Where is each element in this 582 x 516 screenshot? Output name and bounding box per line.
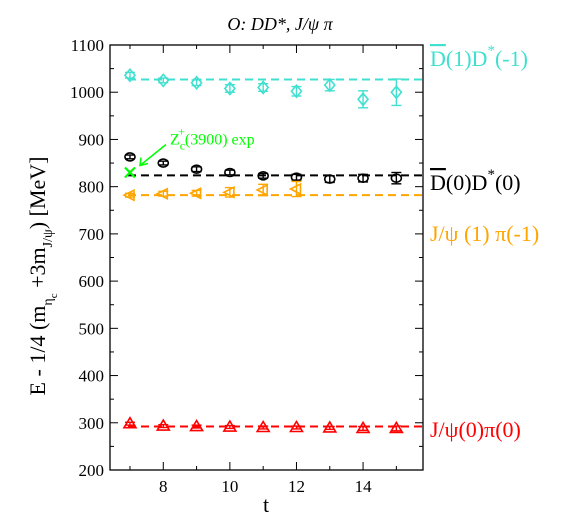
data-point (290, 184, 300, 194)
series-label-dbar1-dstar-minus1: D(1)D*(-1) (430, 43, 528, 71)
y-tick-label: 1000 (70, 83, 104, 102)
y-tick-label: 300 (79, 414, 105, 433)
chart-title: O: DD*, J/ψ π (227, 14, 333, 34)
plot-area-frame (110, 45, 423, 470)
y-tick-label: 200 (79, 461, 105, 480)
data-point (157, 189, 167, 199)
y-tick-label: 900 (79, 130, 105, 149)
y-tick-label: 700 (79, 225, 105, 244)
y-tick-label: 800 (79, 178, 105, 197)
annotation-arrow (140, 145, 166, 166)
x-tick-label: 12 (288, 477, 305, 496)
series-label-jpsi0-pi0: J/ψ(0)π(0) (430, 417, 521, 442)
annotation-layer: Zc+(3900) exp (125, 125, 255, 178)
data-marks (124, 69, 402, 432)
x-tick-label: 14 (355, 477, 373, 496)
y-tick-label: 500 (79, 319, 105, 338)
y-tick-label: 400 (79, 367, 105, 386)
y-axis-title: E - 1/4 (mηc +3mJ/ψ) [MeV] (25, 157, 60, 396)
x-axis-title: t (263, 492, 269, 516)
annotation-label: Zc+(3900) exp (170, 125, 255, 153)
data-point (257, 185, 267, 195)
y-tick-label: 1100 (71, 36, 104, 55)
y-axis-title-group: E - 1/4 (mηc +3mJ/ψ) [MeV] (25, 157, 60, 396)
x-tick-label: 10 (221, 477, 238, 496)
series-label-dbar0-dstar0: D(0)D*(0) (430, 167, 521, 195)
series-label-jpsi1-pi-minus1: J/ψ (1) π(-1) (430, 221, 539, 246)
series-labels: D(1)D*(-1) D(0)D*(0) J/ψ (1) π(-1) J/ψ(0… (430, 43, 539, 442)
x-tick-label: 8 (159, 477, 168, 496)
y-tick-label: 600 (79, 272, 105, 291)
